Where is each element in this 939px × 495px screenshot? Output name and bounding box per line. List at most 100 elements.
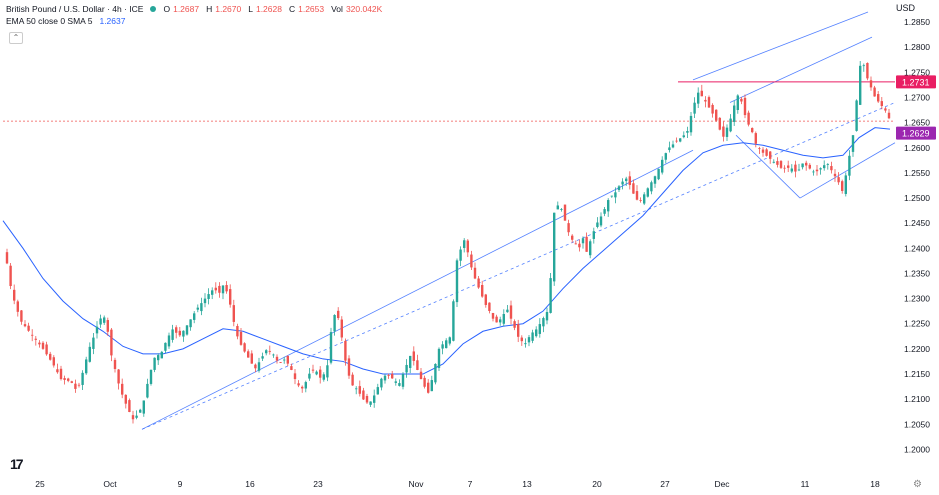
candle-body (95, 326, 99, 334)
candle-body (99, 318, 102, 325)
trend-channel-line (729, 36, 873, 103)
candle-body (823, 165, 826, 169)
candle-body (437, 348, 441, 368)
candle-body (754, 133, 757, 144)
candle-body (801, 163, 804, 168)
candle-body (697, 92, 700, 104)
candle-body (423, 377, 426, 387)
candle-body (124, 394, 127, 404)
candle-body (185, 325, 189, 335)
candle-body (63, 378, 66, 380)
x-tick-label: 13 (522, 479, 532, 489)
candle-body (265, 350, 268, 354)
candle-body (466, 240, 469, 253)
candle-body (664, 153, 667, 160)
y-tick-label: 1.2100 (904, 394, 930, 404)
indicator-row[interactable]: EMA 50 close 0 SMA 5 1.2637 (6, 15, 386, 27)
candle-body (340, 319, 343, 338)
candle-body (31, 334, 34, 336)
gear-icon[interactable]: ⚙ (913, 479, 922, 490)
indicator-label[interactable]: EMA 50 close 0 SMA 5 (6, 16, 93, 26)
candle-body (445, 340, 448, 349)
candle-body (236, 325, 239, 337)
candle-body (707, 97, 711, 108)
candle-body (880, 101, 883, 107)
candle-body (819, 168, 822, 170)
candle-body (239, 331, 243, 345)
candle-body (718, 117, 721, 130)
candle-body (790, 168, 793, 172)
x-tick-label: 25 (35, 479, 45, 489)
candle-body (347, 358, 351, 376)
candle-body (859, 65, 862, 105)
tradingview-logo-icon[interactable]: 17 (10, 456, 24, 472)
candle-body (509, 305, 513, 319)
candle-body (416, 360, 419, 370)
y-tick-label: 1.2250 (904, 319, 930, 329)
candle-body (275, 356, 279, 361)
candle-body (689, 115, 693, 133)
candle-body (398, 383, 401, 386)
candle-body (556, 205, 559, 210)
candle-body (401, 374, 405, 387)
trend-channel-line (141, 102, 896, 430)
candle-body (383, 375, 387, 381)
candle-body (329, 332, 333, 363)
candle-body (362, 390, 365, 400)
candle-body (27, 325, 30, 331)
candle-body (301, 386, 304, 389)
trend-channel-line (141, 149, 694, 430)
candle-body (41, 342, 45, 349)
candle-body (221, 285, 225, 294)
candle-body (13, 289, 16, 301)
candle-body (405, 364, 408, 373)
candle-body (283, 359, 286, 361)
candle-body (319, 369, 322, 378)
candle-body (200, 303, 203, 312)
candle-body (268, 350, 271, 352)
candle-body (725, 127, 729, 137)
ohlc-low-key: L (248, 4, 253, 14)
y-tick-label: 1.2400 (904, 243, 930, 253)
candle-body (844, 175, 847, 194)
candle-body (351, 374, 354, 386)
x-tick-label: 20 (592, 479, 602, 489)
candle-body (167, 335, 171, 347)
candle-body (715, 109, 718, 121)
y-tick-label: 1.2550 (904, 168, 930, 178)
candle-body (783, 167, 786, 169)
candle-body (254, 364, 257, 369)
ohlc-close-key: C (288, 4, 296, 14)
candle-body (506, 309, 509, 313)
x-tick-label: Oct (103, 479, 117, 489)
candle-body (578, 243, 581, 248)
candle-body (311, 369, 315, 371)
candle-body (337, 310, 340, 319)
candle-body (45, 344, 48, 355)
candle-body (322, 374, 325, 380)
candle-body (653, 176, 657, 184)
chevron-up-icon[interactable]: ⌃ (9, 32, 23, 44)
candle-body (85, 359, 88, 374)
candle-body (769, 151, 772, 159)
currency-label[interactable]: USD (896, 3, 916, 13)
ohlc-low-value: 1.2628 (255, 4, 282, 14)
candle-body (884, 108, 887, 111)
candle-body (808, 164, 811, 169)
candle-body (441, 344, 444, 349)
candle-body (229, 289, 232, 305)
candle-body (589, 241, 592, 256)
y-tick-label: 1.2500 (904, 193, 930, 203)
candle-body (862, 65, 865, 67)
candle-body (128, 400, 131, 413)
candle-body (153, 357, 156, 370)
candle-body (196, 307, 199, 310)
candle-body (617, 186, 621, 190)
candle-body (841, 181, 844, 191)
candle-body (502, 314, 505, 324)
candle-body (542, 318, 545, 327)
candle-body (293, 373, 297, 380)
trend-channel-line (735, 134, 801, 199)
candle-body (157, 355, 160, 361)
